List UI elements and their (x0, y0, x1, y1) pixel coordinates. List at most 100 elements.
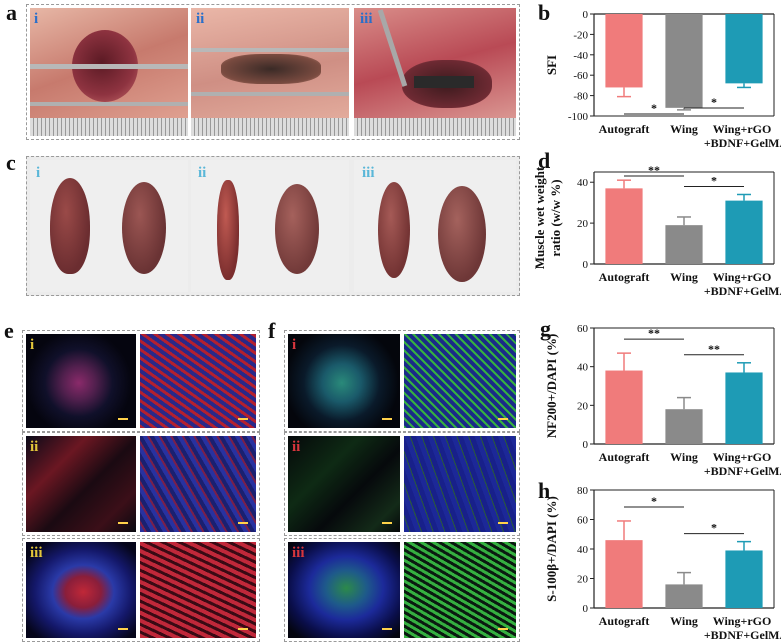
panel-a-sub-i: i (34, 11, 39, 27)
fluor-e-iii-overview (26, 542, 136, 638)
chart-h-ytick-label-2: 40 (577, 544, 589, 556)
surgery-photo-iii (354, 8, 516, 136)
fluor-e-ii-overview (26, 436, 136, 532)
chart-d-sig-label-1: * (711, 173, 717, 187)
chart-d-bar-1 (665, 225, 703, 264)
chart-b-xlabel-2-0: Wing+rGO (713, 122, 772, 136)
chart-b-xlabel-0-0: Autograft (599, 122, 650, 136)
chart-g-bar-1 (665, 409, 703, 444)
chart-g-xlabel-2-1: +BDNF+GelMA (704, 464, 781, 478)
panel-f-frame-i (284, 330, 520, 432)
chart-d-xlabel-0-0: Autograft (599, 270, 650, 284)
chart-h-bar-0 (605, 540, 643, 608)
chart-h-bar-2 (725, 550, 763, 608)
panel-c-label: c (6, 150, 16, 175)
fluor-f-ii-zoom (404, 436, 516, 532)
chart-b-ytick-label-0: 0 (583, 9, 589, 21)
chart-d-ylabel-line-1: ratio (w/w %) (548, 179, 563, 256)
chart-b-ytick-label-3: -60 (573, 70, 588, 82)
panel-a-frame (26, 4, 520, 140)
chart-g-ytick-label-0: 0 (583, 439, 589, 451)
chart-d: 0 20 40 Muscle wet weight ratio (w/w %) Autog… (532, 163, 781, 298)
chart-b-sig-label-1: * (711, 95, 717, 109)
panel-c-sub-ii: ii (198, 165, 207, 181)
panel-e-sub-iii: iii (30, 545, 43, 561)
chart-b-bar-1 (665, 14, 703, 108)
panel-h-label: h (538, 478, 551, 503)
chart-g-xlabel-2-0: Wing+rGO (713, 450, 772, 464)
chart-g-sig-label-1: ** (708, 342, 720, 356)
chart-b-bar-2 (725, 14, 763, 84)
fluor-e-ii-zoom (140, 436, 256, 532)
chart-h-ylabel: S-100β+/DAPI (%) (544, 496, 559, 602)
panel-c-sub-iii: iii (362, 165, 375, 181)
chart-h-xlabel-2-0: Wing+rGO (713, 614, 772, 628)
chart-b: 0 -20 -40 -60 -80 -100 SFI Autograft Wing Wing+rG… (544, 9, 781, 150)
fluor-e-i-zoom (140, 334, 256, 428)
panel-f-sub-i: i (292, 337, 297, 353)
chart-d-xlabel-2-1: +BDNF+GelMA (704, 284, 781, 298)
chart-b-ytick-label-5: -100 (568, 111, 589, 123)
fluor-e-iii-zoom (140, 542, 256, 638)
panel-f-sub-iii: iii (292, 545, 305, 561)
panel-f-frame-ii (284, 432, 520, 536)
chart-h-xlabel-2-1: +BDNF+GelMA (704, 628, 781, 642)
chart-h-ytick-label-0: 0 (583, 603, 589, 615)
panel-f-frame-iii (284, 538, 520, 642)
panel-a-label: a (6, 0, 17, 25)
chart-g-bar-0 (605, 370, 643, 444)
chart-h-bar-1 (665, 584, 703, 608)
chart-b-xlabel-2-1: +BDNF+GelMA (704, 136, 781, 150)
panel-a-sub-iii: iii (360, 11, 373, 27)
panel-e-sub-i: i (30, 337, 35, 353)
chart-h-ytick-label-3: 60 (577, 515, 589, 527)
panel-c-sub-i: i (36, 165, 41, 181)
fluor-e-i-overview (26, 334, 136, 428)
panel-e-frame-ii (22, 432, 260, 536)
chart-d-xlabel-1-0: Wing (670, 270, 698, 284)
chart-h-ytick-label-4: 80 (577, 485, 589, 497)
chart-d-ylabel-line-0: Muscle wet weight (532, 166, 547, 269)
chart-g-sig-label-0: ** (648, 326, 660, 340)
chart-g-ylabel: NF200+/DAPI (%) (544, 334, 559, 439)
chart-b-bar-0 (605, 14, 643, 88)
panel-e-frame-iii (22, 538, 260, 642)
fluor-f-i-overview (288, 334, 400, 428)
fluor-f-i-zoom (404, 334, 516, 428)
chart-d-ytick-label-1: 20 (577, 218, 589, 230)
chart-h-xlabel-0-0: Autograft (599, 614, 650, 628)
muscle-photo-i (30, 160, 188, 292)
fluor-f-iii-zoom (404, 542, 516, 638)
panel-f-label: f (268, 318, 276, 343)
chart-b-ytick-label-4: -80 (573, 91, 588, 103)
panel-e-frame-i (22, 330, 260, 432)
panel-a-sub-ii: ii (196, 11, 205, 27)
chart-d-bar-2 (725, 200, 763, 264)
chart-d-sig-label-0: ** (648, 163, 660, 177)
chart-g: 0 20 40 60 NF200+/DAPI (%) Autograft Wing Wing+… (544, 323, 781, 478)
chart-g-xlabel-1-0: Wing (670, 450, 698, 464)
chart-g-xlabel-0-0: Autograft (599, 450, 650, 464)
chart-b-ytick-label-2: -40 (573, 50, 588, 62)
surgery-photo-i (30, 8, 188, 136)
chart-b-xlabel-1-0: Wing (670, 122, 698, 136)
panel-f-sub-ii: ii (292, 439, 301, 455)
fluor-f-iii-overview (288, 542, 400, 638)
surgery-photo-ii (191, 8, 349, 136)
chart-g-ytick-label-2: 40 (577, 362, 589, 374)
chart-d-bar-0 (605, 188, 643, 264)
chart-g-ytick-label-1: 20 (577, 400, 589, 412)
panel-g-label: g (540, 316, 551, 341)
chart-d-ytick-label-2: 40 (577, 177, 589, 189)
panel-e-label: e (4, 318, 14, 343)
chart-h-xlabel-1-0: Wing (670, 614, 698, 628)
panel-d-label: d (538, 148, 551, 173)
chart-g-ytick-label-3: 60 (577, 323, 589, 335)
muscle-photo-iii (354, 160, 516, 292)
chart-d-xlabel-2-0: Wing+rGO (713, 270, 772, 284)
chart-h-ytick-label-1: 20 (577, 574, 589, 586)
chart-b-ylabel: SFI (544, 55, 559, 75)
chart-h-sig-label-0: * (651, 494, 657, 508)
fluor-f-ii-overview (288, 436, 400, 532)
chart-g-bar-2 (725, 372, 763, 444)
